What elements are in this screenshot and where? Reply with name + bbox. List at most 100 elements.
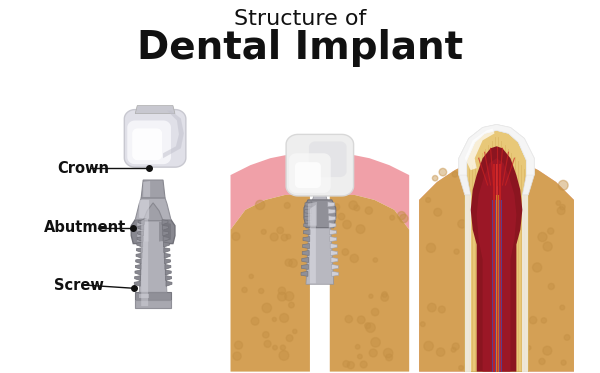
Polygon shape (302, 244, 310, 248)
Polygon shape (306, 187, 334, 284)
Circle shape (373, 258, 377, 262)
Circle shape (400, 214, 408, 223)
Polygon shape (304, 216, 311, 221)
Polygon shape (139, 221, 167, 292)
Circle shape (541, 318, 547, 323)
Polygon shape (135, 198, 171, 220)
Polygon shape (419, 160, 574, 372)
Circle shape (557, 207, 565, 214)
Polygon shape (286, 134, 353, 196)
Polygon shape (330, 236, 337, 242)
Circle shape (277, 227, 284, 233)
Polygon shape (138, 225, 144, 230)
Polygon shape (135, 292, 171, 300)
Circle shape (436, 348, 445, 356)
Polygon shape (134, 281, 140, 286)
Circle shape (365, 323, 371, 329)
Circle shape (349, 201, 358, 210)
Circle shape (343, 220, 351, 229)
Circle shape (251, 317, 259, 325)
Circle shape (433, 176, 438, 181)
Circle shape (333, 204, 340, 210)
Circle shape (262, 303, 272, 313)
Polygon shape (465, 128, 494, 170)
Circle shape (356, 225, 365, 233)
Circle shape (261, 229, 266, 234)
Circle shape (278, 287, 286, 294)
Polygon shape (523, 195, 528, 372)
Circle shape (345, 315, 353, 323)
Circle shape (522, 333, 526, 338)
Circle shape (428, 303, 436, 312)
Circle shape (280, 314, 289, 322)
Circle shape (548, 283, 554, 289)
Circle shape (279, 351, 289, 360)
Polygon shape (328, 202, 335, 207)
Circle shape (242, 287, 247, 292)
Circle shape (369, 349, 377, 357)
Circle shape (543, 242, 552, 251)
Circle shape (451, 347, 456, 352)
Circle shape (264, 341, 271, 347)
Circle shape (358, 354, 362, 359)
Circle shape (233, 352, 241, 360)
Polygon shape (308, 202, 317, 226)
Circle shape (289, 259, 297, 267)
Polygon shape (304, 230, 310, 235)
Circle shape (347, 361, 355, 369)
Polygon shape (135, 270, 141, 275)
Polygon shape (419, 163, 476, 372)
Circle shape (343, 361, 349, 367)
Circle shape (464, 363, 472, 370)
Circle shape (522, 247, 527, 251)
Circle shape (371, 338, 380, 347)
Circle shape (278, 292, 286, 301)
Circle shape (289, 302, 294, 308)
Text: Abutment: Abutment (44, 220, 126, 235)
Circle shape (365, 207, 373, 214)
Circle shape (285, 259, 292, 266)
Circle shape (452, 343, 459, 350)
Circle shape (556, 201, 560, 205)
Polygon shape (298, 155, 341, 172)
Circle shape (421, 322, 425, 327)
Polygon shape (309, 141, 347, 177)
Polygon shape (163, 236, 169, 241)
Circle shape (548, 228, 554, 234)
Polygon shape (132, 128, 162, 160)
Circle shape (458, 220, 466, 228)
Polygon shape (135, 106, 175, 113)
Circle shape (564, 335, 570, 340)
Circle shape (439, 168, 446, 176)
Polygon shape (164, 253, 170, 258)
Circle shape (533, 263, 542, 272)
Circle shape (390, 215, 395, 220)
Circle shape (521, 178, 526, 183)
Circle shape (355, 345, 360, 349)
Polygon shape (331, 264, 338, 269)
Circle shape (434, 208, 442, 216)
Circle shape (452, 172, 458, 177)
Circle shape (272, 317, 277, 322)
Polygon shape (134, 276, 140, 280)
Circle shape (360, 361, 367, 368)
Circle shape (454, 249, 459, 254)
Circle shape (465, 202, 472, 209)
Text: Dental Implant: Dental Implant (137, 29, 463, 67)
Polygon shape (465, 131, 528, 372)
Circle shape (527, 346, 531, 350)
Polygon shape (302, 257, 309, 263)
Circle shape (284, 203, 290, 209)
Polygon shape (137, 242, 143, 247)
Circle shape (259, 288, 264, 294)
Polygon shape (304, 223, 311, 228)
Polygon shape (136, 248, 142, 253)
Polygon shape (165, 264, 171, 269)
Polygon shape (329, 216, 335, 221)
Polygon shape (289, 153, 331, 193)
Polygon shape (137, 236, 143, 241)
Polygon shape (459, 125, 534, 195)
Polygon shape (164, 259, 170, 264)
Polygon shape (163, 110, 184, 158)
Circle shape (354, 205, 359, 211)
